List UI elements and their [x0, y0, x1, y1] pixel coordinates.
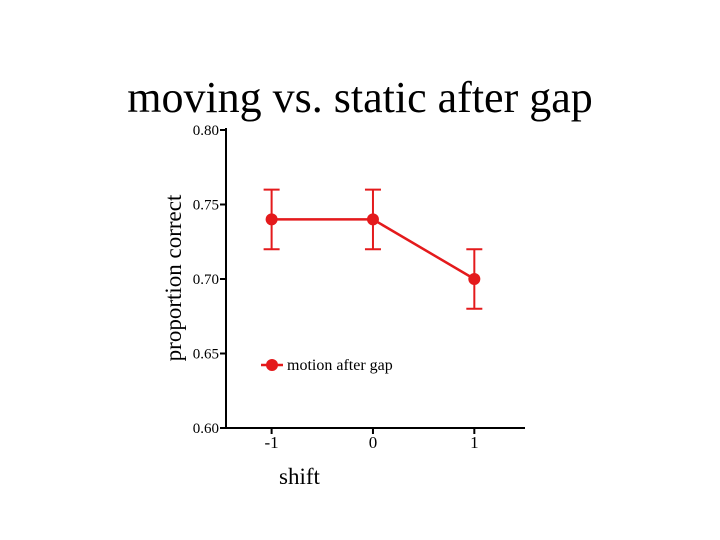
y-tick-label: 0.70: [193, 272, 219, 288]
y-tick-label: 0.75: [193, 198, 219, 214]
data-point: [366, 213, 379, 226]
x-tick-label: 1: [470, 433, 479, 452]
data-point: [265, 213, 278, 226]
legend-marker: [266, 359, 278, 371]
data-point: [468, 273, 481, 285]
slide-title: moving vs. static after gap: [127, 73, 593, 122]
x-axis-label: shift: [279, 464, 321, 489]
y-tick-label: 0.60: [193, 421, 219, 437]
y-tick-label: 0.80: [193, 123, 219, 139]
x-tick-label: 0: [369, 433, 378, 452]
x-tick-label: -1: [265, 433, 279, 452]
y-axis-label: proportion correct: [161, 194, 186, 361]
y-tick-label: 0.65: [193, 347, 219, 363]
legend-label: motion after gap: [287, 357, 393, 374]
